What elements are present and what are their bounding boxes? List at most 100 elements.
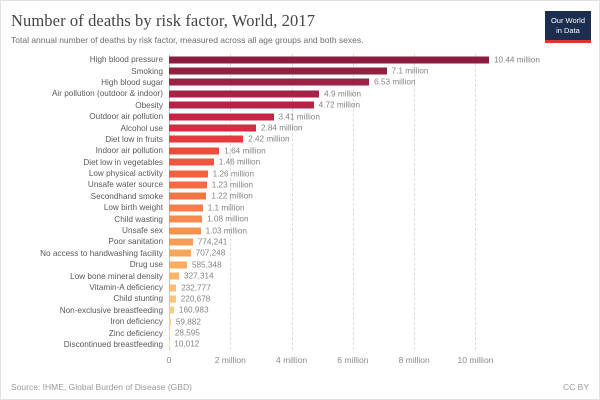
category-label: Non-exclusive breastfeeding [59, 305, 163, 315]
bar[interactable] [169, 158, 214, 166]
bar-track: 1.08 million [169, 213, 591, 224]
bar-track: 4.72 million [169, 100, 591, 111]
bar[interactable] [169, 147, 220, 155]
gridline [475, 54, 477, 350]
value-label: 220,678 [180, 294, 211, 304]
gridline [291, 54, 293, 350]
bar-track: 160,983 [169, 305, 591, 316]
bar-row: High blood sugar 6.53 million [1, 77, 591, 88]
bar[interactable] [169, 78, 370, 86]
bar-row: Alcohol use 2.84 million [1, 122, 591, 133]
category-label: Low bone mineral density [70, 271, 163, 281]
category-label: Vitamin-A deficiency [89, 283, 163, 292]
bar[interactable] [169, 238, 193, 246]
category-label: High blood pressure [89, 55, 163, 65]
value-label: 1.08 million [207, 214, 249, 224]
bar[interactable] [169, 340, 170, 348]
category-label: Child stunting [113, 294, 163, 304]
gridline [414, 54, 416, 350]
bar[interactable] [169, 113, 274, 121]
value-label: 707,248 [195, 248, 226, 258]
bar-track: 707,248 [169, 248, 591, 259]
bar[interactable] [169, 181, 207, 189]
bar-row: Discontinued breastfeeding 10,012 [1, 339, 591, 350]
bar-row: Diet low in vegetables 1.46 million [1, 157, 591, 168]
bar[interactable] [169, 56, 489, 64]
owid-logo[interactable]: Our World in Data [544, 11, 591, 44]
bar[interactable] [169, 170, 208, 178]
category-label: Smoking [131, 66, 163, 76]
x-tick-label: 2 million [214, 355, 246, 365]
bar-row: Iron deficiency 59,882 [1, 316, 591, 327]
bar-track: 1.26 million [169, 168, 591, 179]
value-label: 4.72 million [318, 100, 361, 110]
bar[interactable] [169, 284, 177, 291]
category-label: Air pollution (outdoor & indoor) [51, 89, 163, 99]
x-tick-label: 4 million [275, 355, 308, 365]
category-label: Alcohol use [120, 123, 163, 133]
value-label: 1.23 million [211, 180, 254, 190]
category-label: Drug use [129, 260, 163, 270]
value-label: 585,348 [191, 260, 222, 270]
bar[interactable] [169, 67, 387, 75]
chart-header: Number of deaths by risk factor, World, … [1, 11, 599, 45]
bar[interactable] [169, 306, 174, 314]
value-label: 6.53 million [374, 77, 416, 87]
bar-row: No access to handwashing facility 707,248 [1, 248, 591, 259]
x-tick-label: 10 million [457, 355, 494, 365]
bar[interactable] [169, 90, 320, 98]
bar[interactable] [169, 135, 244, 143]
x-axis: 0 2 million 4 million 6 million 8 million 10 … [166, 352, 591, 368]
bar[interactable] [169, 318, 171, 326]
bar[interactable] [169, 192, 207, 200]
category-label: Diet low in fruits [105, 134, 163, 144]
category-label: Low physical activity [88, 169, 163, 179]
bar-row: Child wasting 1.08 million [1, 213, 591, 224]
value-label: 28,595 [174, 328, 200, 338]
category-label: High blood sugar [101, 77, 163, 87]
bar-row: Unsafe sex 1.03 million [1, 225, 591, 236]
bar-track: 2.42 million [169, 134, 591, 145]
bar[interactable] [169, 227, 201, 235]
category-label: Unsafe water source [87, 180, 163, 190]
bar-row: Secondhand smoke 1.22 million [1, 191, 591, 202]
bar[interactable] [169, 295, 176, 303]
value-label: 1.64 million [224, 146, 266, 156]
bar[interactable] [169, 215, 203, 223]
value-label: 327,314 [184, 271, 214, 281]
bar-rows: High blood pressure 10.44 million Smoking 7… [1, 54, 591, 350]
owid-logo-line1: Our World [550, 16, 585, 25]
bar[interactable] [169, 329, 170, 337]
value-label: 10,012 [174, 339, 200, 349]
bar[interactable] [169, 204, 203, 212]
category-label: Unsafe sex [122, 226, 163, 236]
value-label: 2.42 million [248, 134, 290, 144]
bar-track: 2.84 million [169, 122, 591, 133]
bar-row: Unsafe water source 1.23 million [1, 179, 591, 190]
chart-subtitle: Total annual number of deaths by risk fa… [11, 35, 364, 45]
bar-track: 1.64 million [169, 145, 591, 156]
value-label: 3.41 million [278, 112, 320, 122]
bar[interactable] [169, 249, 191, 257]
category-label: Poor sanitation [108, 237, 163, 247]
bar[interactable] [169, 101, 314, 109]
bar-row: Indoor air pollution 1.64 million [1, 145, 591, 156]
value-label: 1.46 million [218, 157, 261, 167]
category-label: Indoor air pollution [95, 146, 163, 156]
value-label: 10.44 million [493, 55, 540, 65]
gridline [230, 54, 232, 350]
bar-row: Air pollution (outdoor & indoor) 4.9 mill… [1, 88, 591, 99]
value-label: 160,983 [178, 305, 209, 315]
bar-track: 3.41 million [169, 111, 591, 122]
bar-track: 4.9 million [169, 88, 591, 99]
bar[interactable] [169, 261, 187, 269]
license-badge[interactable]: CC BY [563, 382, 589, 392]
category-label: Zinc deficiency [108, 328, 163, 338]
bar[interactable] [169, 272, 180, 280]
bar-track: 1.03 million [169, 225, 591, 236]
bar[interactable] [169, 124, 257, 132]
bar-row: Obesity 4.72 million [1, 100, 591, 111]
x-tick-label: 0 [166, 355, 172, 365]
gridline [352, 54, 354, 350]
